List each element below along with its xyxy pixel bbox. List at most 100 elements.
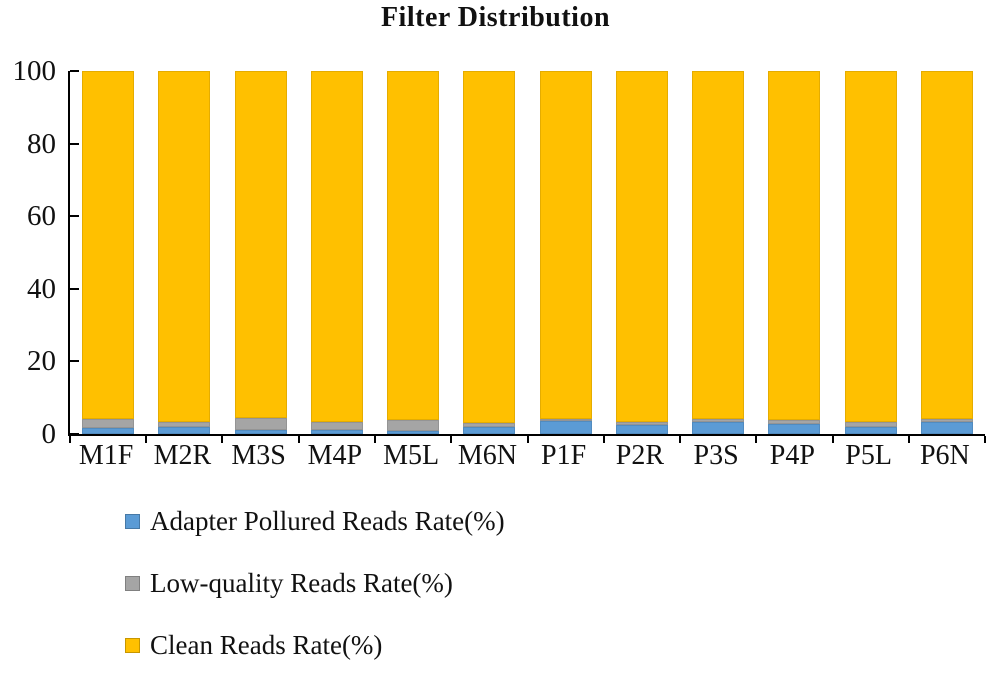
bar-m1f xyxy=(82,71,135,434)
legend-swatch-icon xyxy=(125,575,140,591)
bar-p4p xyxy=(768,71,821,434)
bar-segment xyxy=(844,422,897,428)
bar-p5l xyxy=(844,71,897,434)
x-axis-labels: M1F M2R M3S M4P M5L M6N P1F P2R P3S P4P P5L P6N xyxy=(68,440,983,472)
x-axis-label-p2r: P2R xyxy=(615,440,664,471)
x-tick-mark xyxy=(984,436,986,443)
y-tick-label: 80 xyxy=(27,127,56,160)
x-axis-label-p6n: P6N xyxy=(919,440,970,471)
legend-swatch-icon xyxy=(125,637,140,653)
bar-segment xyxy=(234,418,287,431)
bar-segment xyxy=(387,419,440,432)
x-axis-label-p3s: P3S xyxy=(693,440,739,471)
bar-p1f xyxy=(539,71,592,434)
bar-m4p xyxy=(310,71,363,434)
bar-p6n xyxy=(920,71,973,434)
y-tick-mark xyxy=(70,215,79,218)
bar-segment xyxy=(387,431,440,434)
x-axis-label-m5l: M5L xyxy=(383,440,440,471)
y-tick-mark xyxy=(70,142,79,145)
bar-segment xyxy=(310,429,363,434)
legend-item: Adapter Pollured Reads Rate(%) xyxy=(125,504,505,538)
x-tick-mark xyxy=(69,436,71,443)
y-tick-mark xyxy=(70,287,79,290)
x-tick-mark xyxy=(755,436,758,443)
bar-segment xyxy=(692,419,745,423)
bar-segment xyxy=(158,427,211,434)
plot-bars xyxy=(70,71,985,434)
legend-item: Low-quality Reads Rate(%) xyxy=(125,566,505,600)
bar-segment xyxy=(463,71,516,424)
bar-segment xyxy=(920,71,973,419)
y-tick-label: 0 xyxy=(41,418,57,450)
x-axis-label-m3s: M3S xyxy=(231,440,286,471)
bar-m3s xyxy=(234,71,287,434)
bar-segment xyxy=(463,423,516,427)
legend-swatch-icon xyxy=(125,513,140,529)
x-axis-label-m4p: M4P xyxy=(307,440,363,471)
legend-label: Clean Reads Rate(%) xyxy=(150,630,383,660)
bar-segment xyxy=(539,421,592,434)
bar-segment xyxy=(692,71,745,420)
x-tick-mark xyxy=(145,436,148,443)
plot-area: 0 20 40 60 80 100 xyxy=(13,57,986,449)
legend-label: Adapter Pollured Reads Rate(%) xyxy=(150,506,505,536)
x-tick-mark xyxy=(373,436,376,443)
bar-p2r xyxy=(615,71,668,434)
y-tick-mark xyxy=(70,433,79,435)
bar-segment xyxy=(920,421,973,434)
bar-segment xyxy=(844,427,897,434)
y-tick-label: 20 xyxy=(27,345,56,378)
bar-segment xyxy=(463,426,516,434)
bar-segment xyxy=(310,71,363,423)
bar-segment xyxy=(234,71,287,419)
bar-p3s xyxy=(692,71,745,434)
x-tick-mark xyxy=(526,436,529,443)
bar-segment xyxy=(82,427,135,434)
bar-segment xyxy=(768,419,821,424)
y-tick-label: 60 xyxy=(27,200,56,233)
bar-segment xyxy=(615,421,668,425)
x-tick-mark xyxy=(678,436,681,443)
x-tick-mark xyxy=(221,436,224,443)
bar-segment xyxy=(82,71,135,419)
bar-segment xyxy=(310,422,363,430)
bar-segment xyxy=(158,71,211,423)
bar-segment xyxy=(768,71,821,420)
bar-segment xyxy=(234,430,287,434)
y-tick-label: 100 xyxy=(12,55,57,87)
bar-segment xyxy=(920,418,973,422)
chart-title: Filter Distribution xyxy=(380,2,611,33)
bar-segment xyxy=(844,71,897,423)
x-axis-label-m2r: M2R xyxy=(153,440,212,471)
bar-segment xyxy=(387,71,440,420)
x-tick-mark xyxy=(907,436,910,443)
legend-label: Low-quality Reads Rate(%) xyxy=(150,568,453,598)
x-tick-mark xyxy=(450,436,453,443)
x-tick-mark xyxy=(602,436,605,443)
x-axis-label-m1f: M1F xyxy=(78,440,134,471)
x-axis-label-p4p: P4P xyxy=(769,440,815,471)
bar-segment xyxy=(82,418,135,428)
x-axis-label-m6n: M6N xyxy=(457,440,517,471)
legend: Adapter Pollured Reads Rate(%) Low-qualit… xyxy=(125,504,505,662)
y-tick-mark xyxy=(70,360,79,363)
bar-m2r xyxy=(158,71,211,434)
bar-segment xyxy=(158,422,211,428)
bar-segment xyxy=(692,422,745,434)
bar-segment xyxy=(539,71,592,419)
bar-m6n xyxy=(463,71,516,434)
x-tick-mark xyxy=(297,436,300,443)
bar-segment xyxy=(768,423,821,434)
bar-segment xyxy=(539,418,592,422)
x-axis-label-p5l: P5L xyxy=(845,440,892,471)
y-tick-label: 40 xyxy=(27,272,56,305)
y-tick-mark xyxy=(70,70,79,72)
bar-segment xyxy=(615,424,668,434)
x-tick-mark xyxy=(831,436,834,443)
bar-segment xyxy=(615,71,668,422)
bar-m5l xyxy=(387,71,440,434)
x-axis-label-p1f: P1F xyxy=(541,440,587,471)
legend-item: Clean Reads Rate(%) xyxy=(125,628,505,662)
